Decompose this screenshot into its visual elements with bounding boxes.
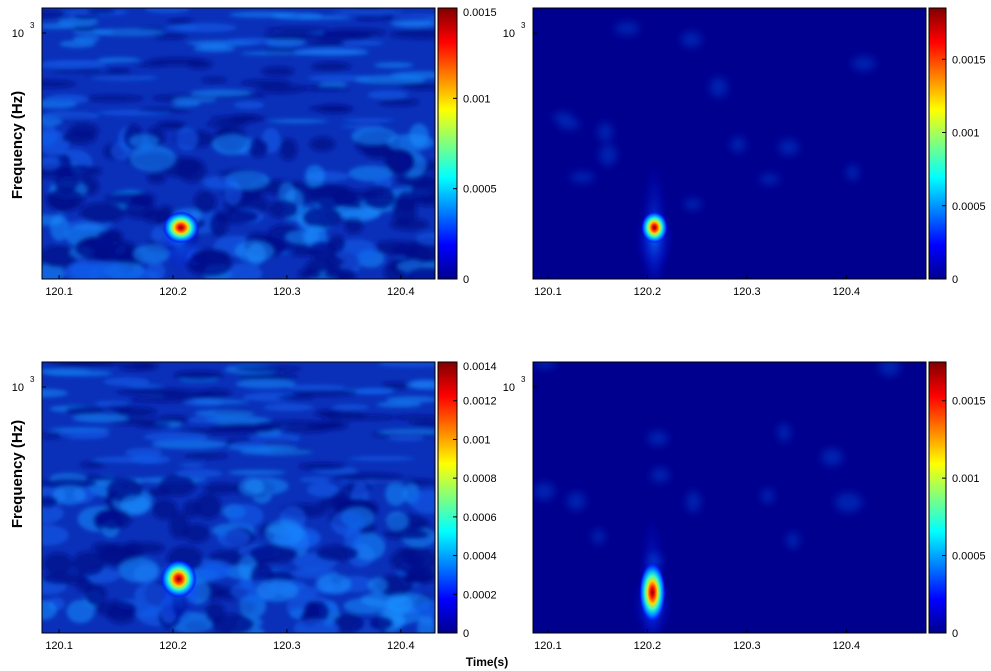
x-tick-label: 120.3 (273, 640, 301, 652)
x-tick-label: 120.4 (387, 640, 415, 652)
y-tick-exponent: 3 (30, 375, 35, 384)
heatmap-panel-bottom-left: 10 3 120.1 120.2 120.3 120.4 0 0.0002 0.0004 0.00… (12, 361, 497, 652)
heatmap-panel-bottom-right: 10 3 120.1 120.2 120.3 120.4 0 0.0005 0.001 0.001… (503, 361, 986, 652)
x-tick-label: 120.2 (159, 640, 187, 652)
peak-marker (639, 562, 666, 623)
y-tick-label: 10 (503, 28, 515, 40)
heatmap-area (533, 8, 926, 279)
colorbar-tick-label: 0.0012 (463, 396, 497, 408)
heatmap-panel-top-right: 10 3 120.1 120.2 120.3 120.4 0 0.0005 0.001 0.001… (503, 7, 986, 298)
colorbar: 0 0.0005 0.001 0.0015 (928, 361, 986, 640)
colorbar-tick-label: 0.0015 (952, 54, 986, 66)
colorbar-tick-label: 0.0004 (463, 551, 497, 563)
colorbar-tick-label: 0 (463, 628, 469, 640)
colorbar-tick-label: 0.001 (463, 434, 491, 446)
heatmap-area (533, 362, 926, 633)
x-tick-label: 120.3 (733, 640, 761, 652)
y-tick-exponent: 3 (521, 21, 526, 30)
colorbar: 0 0.0005 0.001 0.0015 (437, 7, 497, 286)
y-tick-label: 10 (12, 382, 24, 394)
x-tick-label: 120.2 (634, 286, 662, 298)
colorbar-tick-label: 0 (952, 628, 958, 640)
x-axis-label: Time(s) (466, 655, 508, 669)
colorbar-gradient (437, 361, 458, 634)
colorbar-tick-label: 0 (463, 274, 469, 286)
x-tick-label: 120.4 (387, 286, 415, 298)
colorbar-tick-label: 0.001 (952, 128, 980, 140)
x-tick-label: 120.4 (833, 640, 861, 652)
colorbar-tick-label: 0.0002 (463, 589, 497, 601)
x-tick-label: 120.1 (534, 640, 562, 652)
colorbar: 0 0.0005 0.001 0.0015 (928, 7, 986, 286)
colorbar-tick-label: 0.001 (952, 473, 980, 485)
colorbar-tick-label: 0.0005 (952, 551, 986, 563)
x-tick-label: 120.1 (45, 640, 73, 652)
colorbar-gradient (437, 7, 458, 280)
colorbar-tick-label: 0.0015 (463, 7, 497, 19)
colorbar-tick-label: 0.0005 (463, 184, 497, 196)
colorbar-tick-label: 0.0006 (463, 512, 497, 524)
x-tick-label: 120.2 (634, 640, 662, 652)
colorbar-tick-label: 0.0005 (952, 201, 986, 213)
x-tick-label: 120.1 (534, 286, 562, 298)
y-axis-label-bottom: Frequency (Hz) (9, 420, 26, 528)
y-tick-label: 10 (12, 28, 24, 40)
y-tick-label: 10 (503, 382, 515, 394)
y-tick-exponent: 3 (521, 375, 526, 384)
x-tick-label: 120.4 (833, 286, 861, 298)
x-tick-label: 120.1 (45, 286, 73, 298)
colorbar: 0 0.0002 0.0004 0.0006 0.0008 0.001 0.0012 0.00… (437, 361, 497, 640)
x-tick-label: 120.3 (273, 286, 301, 298)
y-axis-label-top: Frequency (Hz) (9, 91, 26, 199)
peak-marker (160, 559, 197, 598)
colorbar-tick-label: 0.001 (463, 93, 491, 105)
x-tick-label: 120.2 (159, 286, 187, 298)
heatmap-area (42, 362, 435, 633)
y-tick-exponent: 3 (30, 21, 35, 30)
peak-marker (162, 211, 199, 244)
colorbar-gradient (928, 7, 947, 280)
colorbar-tick-label: 0 (952, 274, 958, 286)
heatmap-area (42, 8, 435, 279)
colorbar-tick-label: 0.0015 (952, 396, 986, 408)
peak-marker (641, 211, 668, 244)
heatmap-panel-top-left: 10 3 120.1 120.2 120.3 120.4 0 0.0005 0.001 0.001… (12, 7, 497, 298)
colorbar-tick-label: 0.0014 (463, 361, 497, 373)
colorbar-tick-label: 0.0008 (463, 473, 497, 485)
x-tick-label: 120.3 (733, 286, 761, 298)
colorbar-gradient (928, 361, 947, 634)
